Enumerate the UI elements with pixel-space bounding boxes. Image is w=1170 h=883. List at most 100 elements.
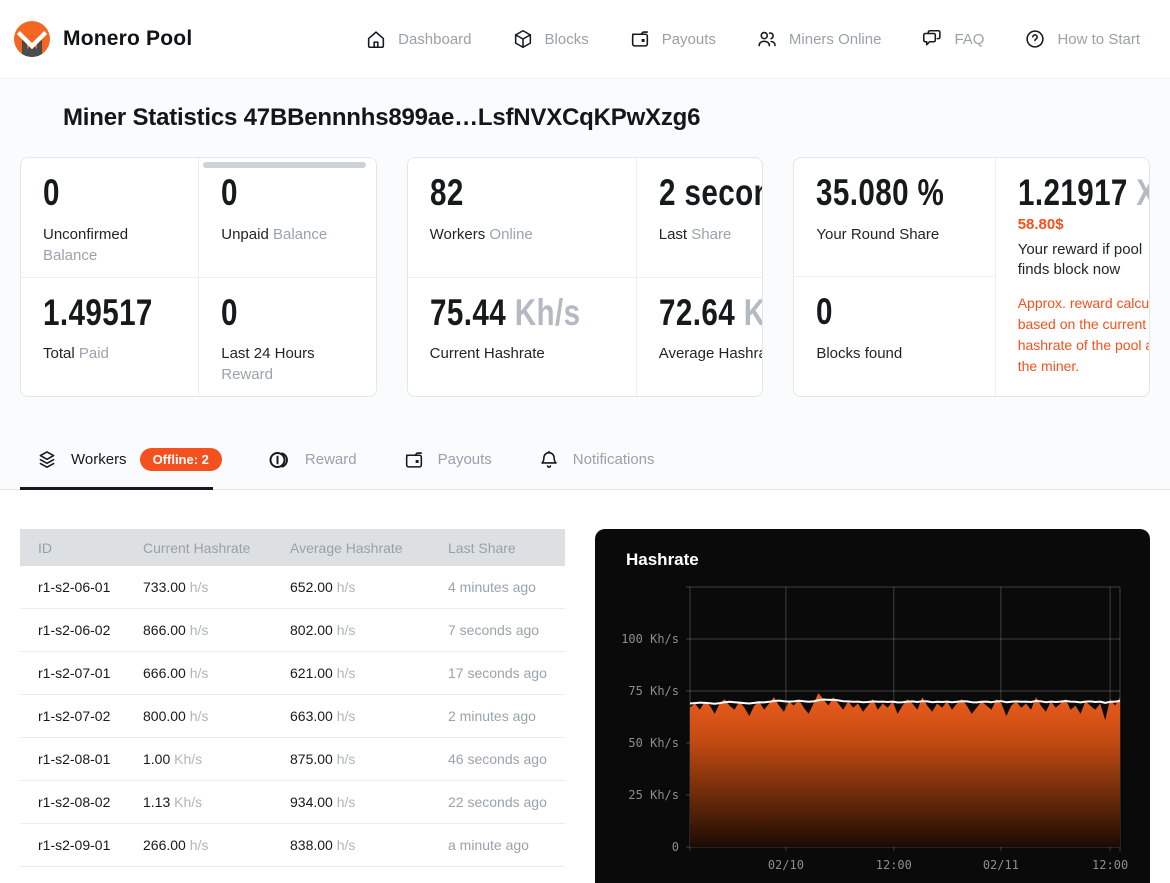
svg-text:12:00: 12:00 — [1092, 858, 1128, 872]
worker-last-share: 4 minutes ago — [448, 579, 536, 595]
tab-workers[interactable]: Workers Offline: 2 — [20, 448, 222, 471]
workers-content: ID Current Hashrate Average Hashrate Las… — [20, 529, 1150, 883]
stat-blocks-found: 0 Blocks found — [794, 277, 996, 396]
hashrate-card: 82 Workers Online 2 seconds ago Last Sha… — [406, 157, 764, 397]
coin-icon — [268, 448, 292, 472]
worker-current-hashrate: 1.00 Kh/s — [143, 751, 203, 767]
col-header-id: ID — [38, 539, 52, 556]
nav-item-faq[interactable]: FAQ — [921, 28, 984, 50]
chart-y-axis-labels: 0 25 Kh/s 50 Kh/s 75 Kh/s 100 Kh/s — [621, 632, 679, 854]
svg-text:50 Kh/s: 50 Kh/s — [628, 736, 679, 750]
home-icon — [365, 28, 387, 50]
table-row[interactable]: r1-s2-06-02 866.00 h/s 802.00 h/s 7 seconds… — [20, 609, 565, 652]
col-header-average-hashrate: Average Hashrate — [290, 539, 403, 556]
miners-icon — [756, 28, 778, 50]
stat-unconfirmed-balance: 0 Unconfirmed Balance — [21, 158, 200, 278]
bell-icon — [538, 449, 560, 471]
top-navbar: Monero Pool Dashboard Blocks — [0, 0, 1170, 78]
table-row[interactable]: r1-s2-08-02 1.13 Kh/s 934.00 h/s 22 seconds… — [20, 781, 565, 824]
worker-average-hashrate: 875.00 h/s — [290, 751, 356, 767]
worker-average-hashrate: 621.00 h/s — [290, 665, 356, 681]
worker-average-hashrate: 934.00 h/s — [290, 794, 356, 810]
monero-logo-icon — [14, 21, 50, 57]
stat-unpaid-balance: 0 Unpaid Balance — [199, 158, 376, 278]
reward-card: 35.080 % Your Round Share 0 Blocks found… — [793, 157, 1151, 397]
active-tab-underline — [20, 487, 213, 490]
chart-title: Hashrate — [626, 550, 699, 569]
svg-text:75 Kh/s: 75 Kh/s — [628, 684, 679, 698]
stat-cards: 0 Unconfirmed Balance 0 Unpaid Balance 1… — [20, 157, 1151, 397]
help-icon — [1024, 28, 1046, 50]
stats-tabs: Workers Offline: 2 Reward Payout — [20, 430, 1150, 490]
tab-payouts[interactable]: Payouts — [403, 449, 492, 471]
chat-icon — [921, 28, 943, 50]
nav-item-blocks[interactable]: Blocks — [512, 28, 589, 50]
stat-average-hashrate: 72.64 Kh/s Average Hashrate — [658, 291, 764, 363]
worker-current-hashrate: 800.00 h/s — [143, 708, 209, 724]
wallet-icon — [403, 449, 425, 471]
table-row[interactable]: r1-s2-06-01 733.00 h/s 652.00 h/s 4 minutes… — [20, 566, 565, 609]
worker-id: r1-s2-08-02 — [38, 794, 111, 810]
page-title: Miner Statistics 47BBennnhs899ae…LsfNVXC… — [63, 104, 701, 131]
brand[interactable]: Monero Pool — [14, 21, 192, 57]
worker-id: r1-s2-07-02 — [38, 708, 111, 724]
workers-table: ID Current Hashrate Average Hashrate Las… — [20, 529, 565, 867]
worker-last-share: 17 seconds ago — [448, 665, 547, 681]
table-row[interactable]: r1-s2-09-01 266.00 h/s 838.00 h/s a minute … — [20, 824, 565, 867]
tab-label: Notifications — [572, 451, 655, 468]
brand-name: Monero Pool — [63, 27, 193, 50]
wallet-icon — [629, 28, 651, 50]
table-row[interactable]: r1-s2-08-01 1.00 Kh/s 875.00 h/s 46 seconds… — [20, 738, 565, 781]
worker-id: r1-s2-08-01 — [38, 751, 111, 767]
col-header-last-share: Last Share — [448, 539, 516, 556]
tab-label: Payouts — [437, 451, 492, 468]
stat-workers-online: 82 Workers Online — [407, 158, 637, 278]
stat-last-24h-reward: 0 Last 24 Hours Reward — [221, 291, 315, 384]
table-row[interactable]: r1-s2-07-02 800.00 h/s 663.00 h/s 2 minutes… — [20, 695, 565, 738]
worker-last-share: 7 seconds ago — [448, 622, 540, 638]
miner-stats-section: Miner Statistics 47BBennnhs899ae…LsfNVXC… — [0, 78, 1170, 490]
worker-average-hashrate: 652.00 h/s — [290, 579, 356, 595]
worker-id: r1-s2-09-01 — [38, 837, 111, 853]
balance-card: 0 Unconfirmed Balance 0 Unpaid Balance 1… — [20, 157, 377, 397]
worker-average-hashrate: 838.00 h/s — [290, 837, 356, 853]
nav-item-how-to-start[interactable]: How to Start — [1024, 28, 1140, 50]
col-header-current-hashrate: Current Hashrate — [143, 539, 251, 556]
main-nav: Dashboard Blocks Payouts — [365, 28, 1150, 50]
nav-item-dashboard[interactable]: Dashboard — [365, 28, 472, 50]
payout-progress-bar — [203, 162, 366, 168]
worker-current-hashrate: 666.00 h/s — [143, 665, 209, 681]
worker-average-hashrate: 802.00 h/s — [290, 622, 356, 638]
stat-total-paid: 1.49517 Total Paid — [21, 277, 200, 396]
reward-note: Approx. reward calculation based on the … — [1017, 295, 1150, 375]
stat-round-share: 35.080 % Your Round Share — [794, 158, 996, 278]
table-row[interactable]: r1-s2-07-01 666.00 h/s 621.00 h/s 17 second… — [20, 652, 565, 695]
worker-last-share: 2 minutes ago — [448, 708, 536, 724]
stat-last-share: 2 seconds ago Last Share — [636, 158, 763, 278]
workers-table-body: r1-s2-06-01 733.00 h/s 652.00 h/s 4 minutes… — [20, 566, 565, 867]
hashrate-chart-panel: Hashrate 0 25 Kh/s 50 Kh/s 75 Kh/s 100 Kh/s 0… — [595, 529, 1150, 883]
svg-text:0: 0 — [672, 840, 679, 854]
cube-icon — [512, 28, 534, 50]
chart-x-axis-labels: 02/10 12:00 02/11 12:00 — [768, 858, 1128, 872]
nav-item-miners-online[interactable]: Miners Online — [756, 28, 881, 50]
worker-current-hashrate: 1.13 Kh/s — [143, 794, 203, 810]
worker-current-hashrate: 866.00 h/s — [143, 622, 209, 638]
stat-potential-reward: 1.21917 XMR 58.80$ Your reward if pool f… — [996, 158, 1150, 396]
average-line-series — [689, 698, 1121, 705]
worker-id: r1-s2-06-02 — [38, 622, 111, 638]
stat-current-hashrate: 75.44 Kh/s Current Hashrate — [408, 277, 637, 396]
nav-item-payouts[interactable]: Payouts — [629, 28, 716, 50]
svg-text:100 Kh/s: 100 Kh/s — [621, 632, 679, 646]
tab-notifications[interactable]: Notifications — [538, 449, 655, 471]
svg-text:12:00: 12:00 — [876, 858, 912, 872]
hashrate-chart[interactable]: 0 25 Kh/s 50 Kh/s 75 Kh/s 100 Kh/s 02/10 12:00… — [595, 529, 1150, 883]
tab-reward[interactable]: Reward — [268, 448, 357, 472]
worker-id: r1-s2-06-01 — [38, 579, 111, 595]
offline-workers-badge: Offline: 2 — [139, 448, 222, 471]
worker-id: r1-s2-07-01 — [38, 665, 111, 681]
tab-label: Workers — [71, 451, 127, 468]
reward-usd-value: 58.80$ — [1017, 215, 1064, 233]
svg-text:25 Kh/s: 25 Kh/s — [628, 788, 679, 802]
tab-label: Reward — [304, 451, 357, 468]
